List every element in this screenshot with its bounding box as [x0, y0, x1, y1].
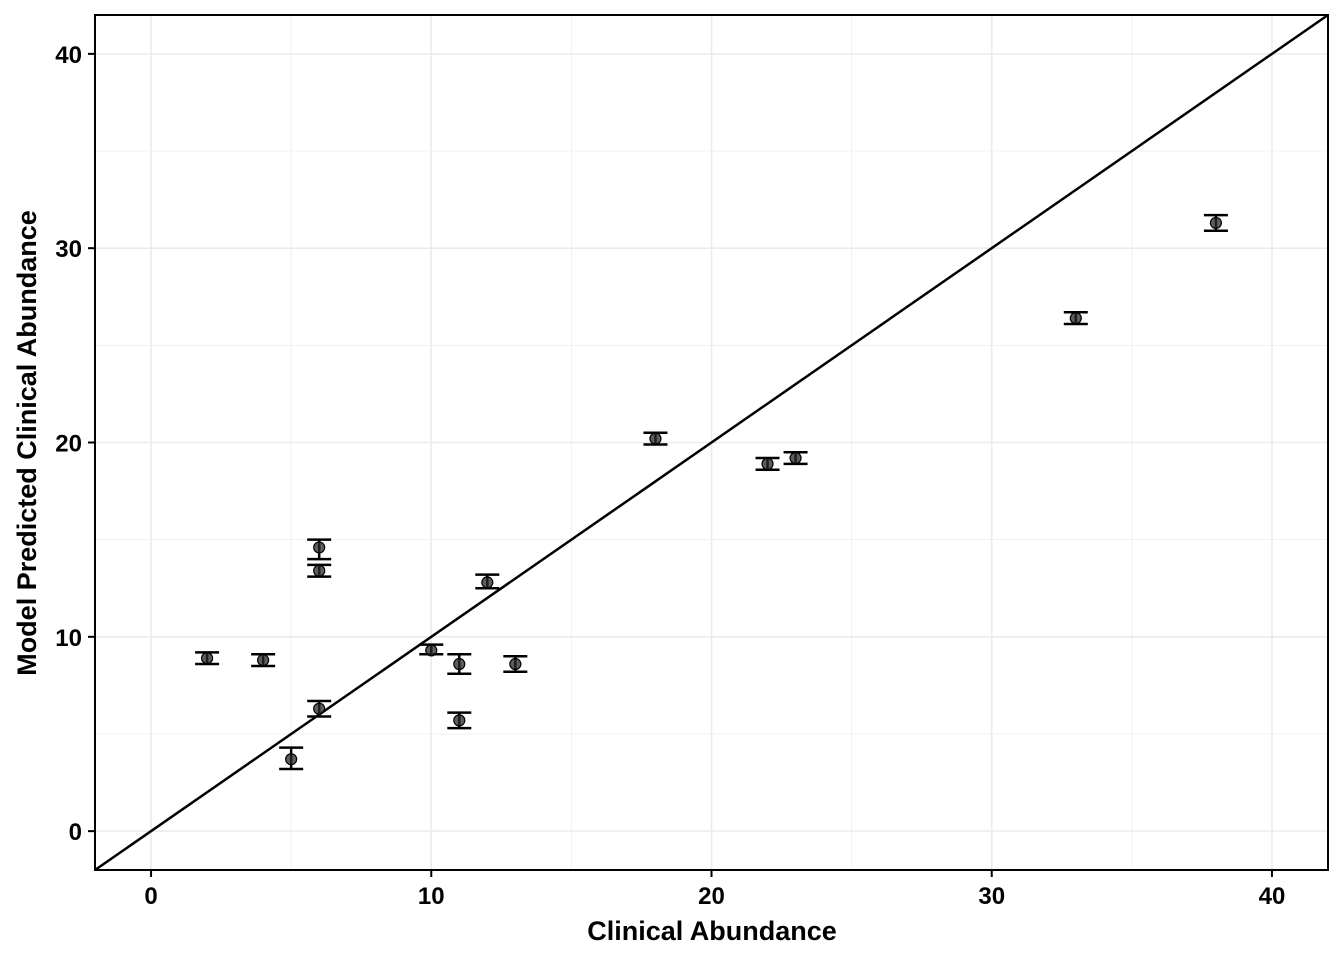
data-points [200, 216, 1223, 766]
reference-line-y-equals-x [94, 13, 1329, 872]
data-point [285, 753, 298, 766]
y-tick-label: 10 [55, 625, 82, 652]
data-point [200, 652, 214, 665]
grid [95, 15, 1328, 870]
y-tick-label: 40 [55, 42, 82, 69]
data-point [1069, 312, 1082, 325]
data-point [453, 714, 466, 727]
x-axis-title: Clinical Abundance [587, 916, 837, 946]
data-point [1209, 216, 1223, 230]
y-tick-label: 20 [55, 431, 82, 458]
y-tick-label: 0 [69, 819, 82, 846]
x-axis-ticks: 0 10 20 30 40 [144, 870, 1285, 910]
data-point [313, 541, 326, 554]
data-point [313, 702, 326, 715]
y-axis-ticks: 0 10 20 30 40 [55, 42, 95, 846]
data-point [257, 654, 270, 667]
y-axis-title: Model Predicted Clinical Abundance [12, 210, 42, 676]
data-point [481, 576, 494, 589]
data-point [313, 564, 326, 577]
x-tick-label: 0 [144, 883, 157, 910]
y-tick-label: 30 [55, 236, 82, 263]
x-tick-label: 40 [1259, 883, 1286, 910]
data-point [509, 657, 522, 671]
data-point [425, 644, 438, 657]
x-tick-label: 20 [698, 883, 725, 910]
data-point [789, 451, 802, 465]
data-point [649, 432, 662, 445]
data-point [761, 457, 774, 470]
x-tick-label: 10 [418, 883, 445, 910]
x-tick-label: 30 [978, 883, 1005, 910]
data-point [453, 657, 466, 671]
